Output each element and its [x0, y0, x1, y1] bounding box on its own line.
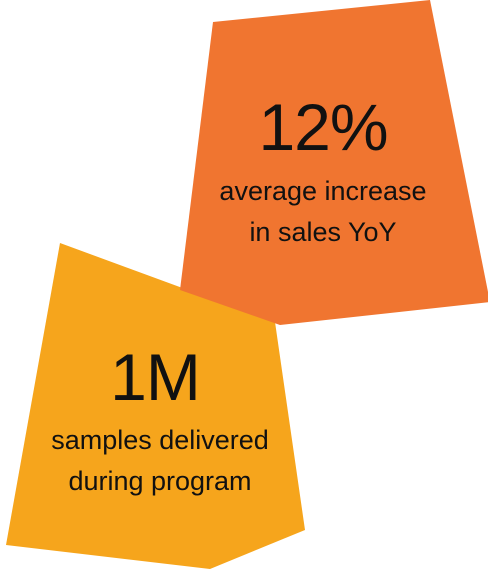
stat-label: average increase [219, 176, 426, 206]
stat-shape-orange [180, 0, 488, 325]
stat-value: 12% [258, 90, 387, 164]
stat-label: during program [68, 466, 251, 496]
stat-shape-yellow [6, 243, 305, 569]
stat-label: in sales YoY [249, 217, 396, 247]
stat-label: samples delivered [51, 425, 269, 455]
stat-value: 1M [110, 340, 200, 414]
